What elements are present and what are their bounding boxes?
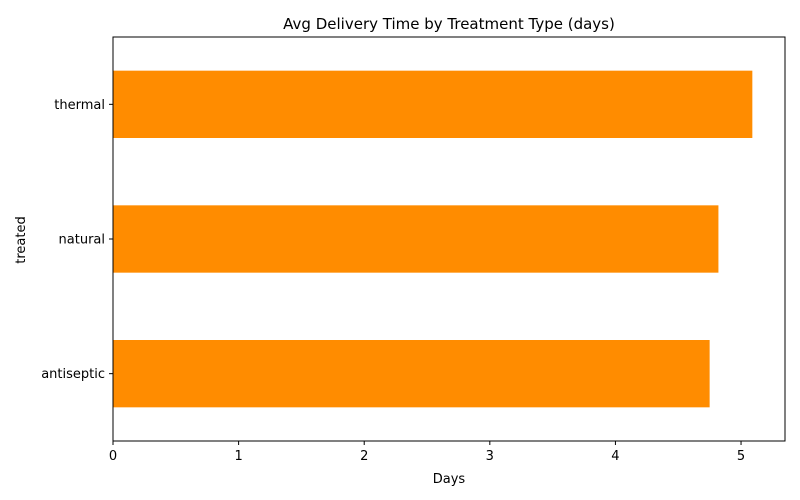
- bar-natural: [113, 205, 719, 273]
- y-tick-label-natural: natural: [59, 233, 105, 248]
- x-axis-label: Days: [433, 472, 466, 487]
- plot-frame: [112, 36, 786, 442]
- plot-area: antiseptic natural thermal 0 1 2 3 4 5: [41, 36, 786, 464]
- x-tick-label: 2: [360, 449, 368, 464]
- x-tick-label: 0: [109, 449, 117, 464]
- bar-antiseptic: [113, 340, 710, 408]
- x-tick-label: 5: [737, 449, 745, 464]
- x-tick-label: 4: [611, 449, 619, 464]
- y-tick-label-thermal: thermal: [54, 98, 105, 113]
- y-axis-label: treated: [14, 216, 29, 263]
- x-tick-label: 3: [486, 449, 494, 464]
- x-tick-label: 1: [234, 449, 242, 464]
- y-tick-label-antiseptic: antiseptic: [41, 367, 105, 382]
- chart-title: Avg Delivery Time by Treatment Type (day…: [283, 15, 615, 33]
- bar-thermal: [113, 70, 753, 138]
